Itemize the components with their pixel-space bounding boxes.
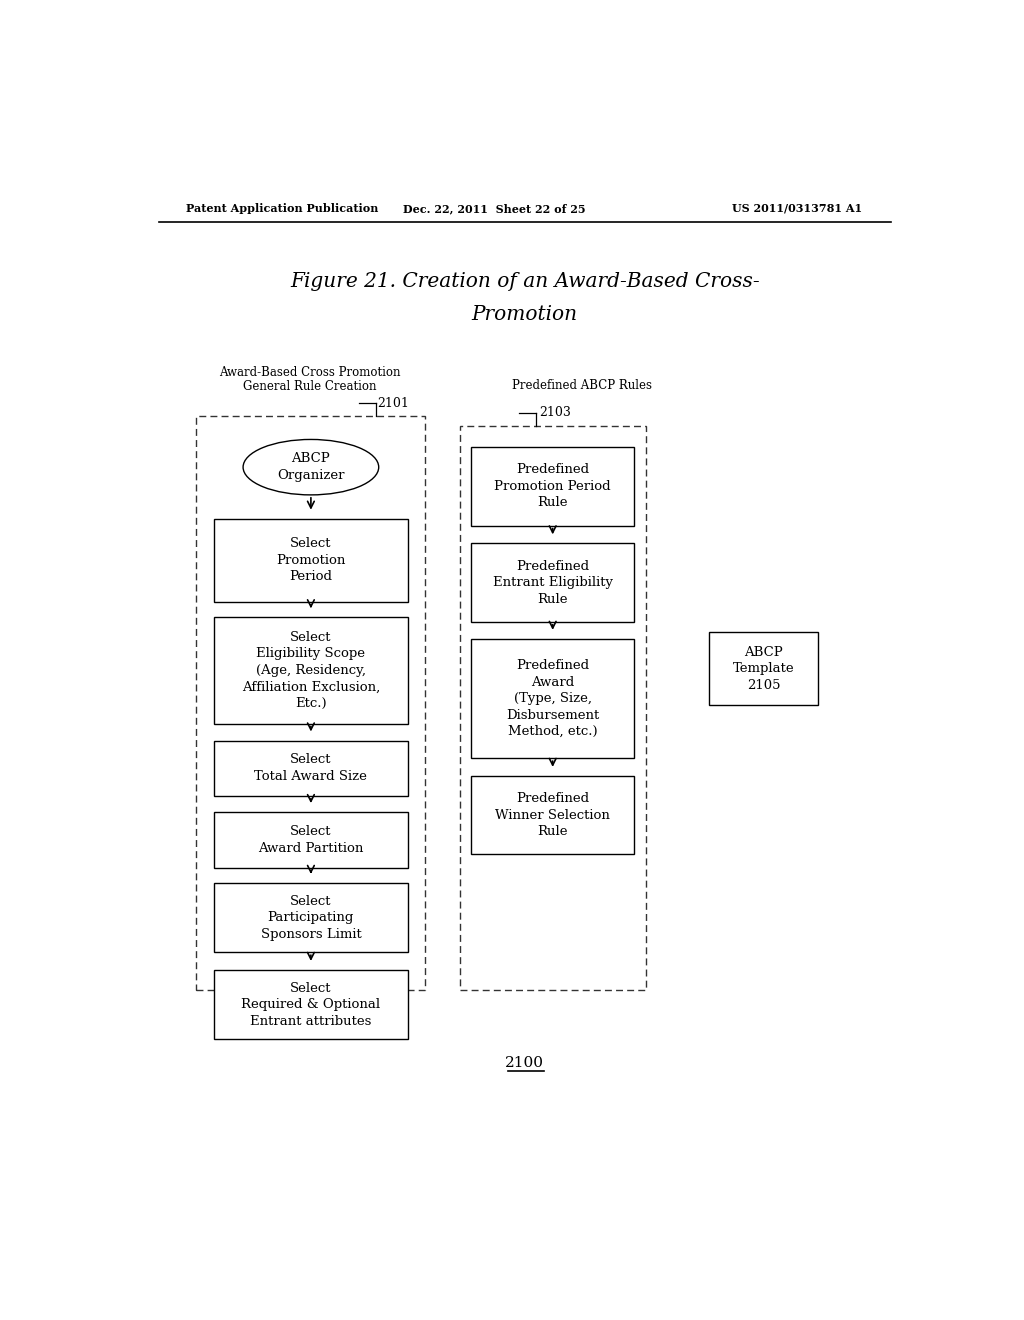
FancyBboxPatch shape (214, 519, 408, 602)
FancyBboxPatch shape (471, 776, 634, 854)
Text: Predefined
Entrant Eligibility
Rule: Predefined Entrant Eligibility Rule (493, 560, 612, 606)
FancyBboxPatch shape (471, 544, 634, 622)
Ellipse shape (243, 440, 379, 495)
Text: 2101: 2101 (378, 397, 410, 409)
Text: Award-Based Cross Promotion: Award-Based Cross Promotion (219, 366, 400, 379)
Text: Select
Required & Optional
Entrant attributes: Select Required & Optional Entrant attri… (242, 982, 381, 1028)
Text: Patent Application Publication: Patent Application Publication (186, 203, 379, 214)
Text: Select
Award Partition: Select Award Partition (258, 825, 364, 854)
Text: Select
Total Award Size: Select Total Award Size (254, 754, 368, 783)
Text: 2103: 2103 (539, 407, 570, 418)
Text: General Rule Creation: General Rule Creation (244, 380, 377, 393)
FancyBboxPatch shape (471, 639, 634, 758)
FancyBboxPatch shape (471, 447, 634, 525)
FancyBboxPatch shape (214, 883, 408, 952)
Text: Predefined
Award
(Type, Size,
Disbursement
Method, etc.): Predefined Award (Type, Size, Disburseme… (506, 659, 599, 738)
Text: Predefined
Promotion Period
Rule: Predefined Promotion Period Rule (495, 463, 611, 510)
FancyBboxPatch shape (214, 970, 408, 1039)
Text: Predefined
Winner Selection
Rule: Predefined Winner Selection Rule (496, 792, 610, 838)
FancyBboxPatch shape (710, 632, 818, 705)
Text: Predefined ABCP Rules: Predefined ABCP Rules (512, 379, 651, 392)
FancyBboxPatch shape (214, 741, 408, 796)
Text: Figure 21. Creation of an Award-Based Cross-: Figure 21. Creation of an Award-Based Cr… (290, 272, 760, 292)
Text: ABCP
Organizer: ABCP Organizer (278, 453, 345, 482)
Text: US 2011/0313781 A1: US 2011/0313781 A1 (732, 203, 862, 214)
Text: Dec. 22, 2011  Sheet 22 of 25: Dec. 22, 2011 Sheet 22 of 25 (403, 203, 586, 214)
Text: Select
Eligibility Scope
(Age, Residency,
Affiliation Exclusion,
Etc.): Select Eligibility Scope (Age, Residency… (242, 631, 380, 710)
FancyBboxPatch shape (214, 812, 408, 867)
FancyBboxPatch shape (214, 618, 408, 723)
Text: Promotion: Promotion (472, 305, 578, 325)
Text: ABCP
Template
2105: ABCP Template 2105 (733, 645, 795, 692)
Text: 2100: 2100 (505, 1056, 545, 1071)
Text: Select
Promotion
Period: Select Promotion Period (276, 537, 345, 583)
Text: Select
Participating
Sponsors Limit: Select Participating Sponsors Limit (260, 895, 361, 941)
